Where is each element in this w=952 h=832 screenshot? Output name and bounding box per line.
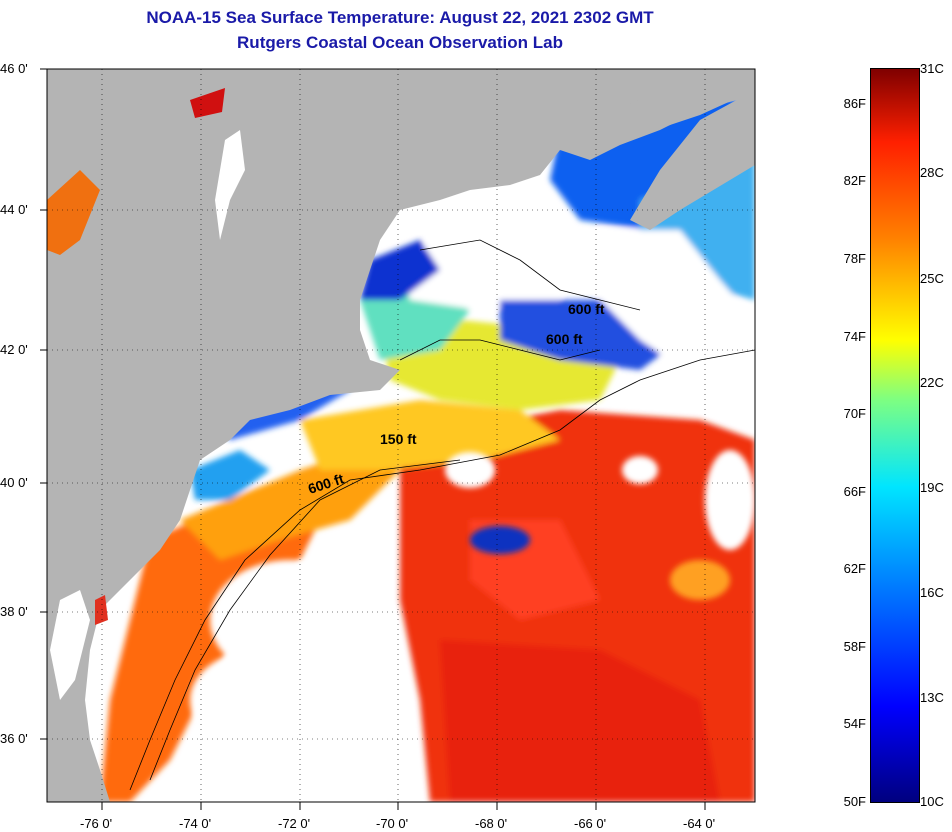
colorbar-f-54: 54F (843, 716, 866, 731)
colorbar-c-28: 28C (920, 165, 944, 180)
sst-map: 46 0' 44 0' 42 0' 40 0' 38 0' 36 0' -76 … (0, 61, 756, 831)
lon-label-68: -68 0' (475, 816, 507, 831)
lat-label-44: 44 0' (0, 202, 28, 217)
isobath-label-150ft: 150 ft (380, 431, 417, 447)
lat-label-40: 40 0' (0, 475, 28, 490)
colorbar-c-22: 22C (920, 375, 944, 390)
colorbar-c-19: 19C (920, 480, 944, 495)
colorbar-c-10: 10C (920, 794, 944, 809)
graticule (47, 69, 755, 802)
colorbar-c-25: 25C (920, 271, 944, 286)
lon-label-70: -70 0' (376, 816, 408, 831)
colorbar-f-50: 50F (843, 794, 866, 809)
colorbar-f-58: 58F (843, 639, 866, 654)
lon-label-74: -74 0' (179, 816, 211, 831)
colorbar-f-70: 70F (843, 406, 866, 421)
map-subtitle: Rutgers Coastal Ocean Observation Lab (237, 33, 563, 52)
bathymetry-contours (129, 239, 755, 791)
map-border (46, 68, 756, 803)
lat-label-36: 36 0' (0, 731, 28, 746)
land (47, 69, 755, 802)
lon-label-76: -76 0' (80, 816, 112, 831)
isobath-label-600ft-georges: 600 ft (546, 331, 583, 347)
colorbar-f-66: 66F (843, 484, 866, 499)
colorbar-f-82: 82F (843, 173, 866, 188)
colorbar-f-86: 86F (843, 96, 866, 111)
lat-label-38: 38 0' (0, 604, 28, 619)
lon-label-64: -64 0' (683, 816, 715, 831)
map-title: NOAA-15 Sea Surface Temperature: August … (146, 8, 654, 27)
map-area (47, 69, 755, 802)
colorbar-c-31: 31C (920, 61, 944, 76)
cloud-patches (190, 450, 755, 802)
lat-label-42: 42 0' (0, 342, 28, 357)
colorbar-c-16: 16C (920, 585, 944, 600)
lat-label-46: 46 0' (0, 61, 28, 76)
colorbar-f-78: 78F (843, 251, 866, 266)
colorbar-c-13: 13C (920, 690, 944, 705)
colorbar-f-62: 62F (843, 561, 866, 576)
colorbar-f-74: 74F (843, 329, 866, 344)
isobath-label-600ft-northeast: 600 ft (568, 301, 605, 317)
axis-ticks (40, 68, 706, 810)
temperature-colorbar (870, 68, 920, 803)
lon-label-66: -66 0' (574, 816, 606, 831)
lon-label-72: -72 0' (278, 816, 310, 831)
